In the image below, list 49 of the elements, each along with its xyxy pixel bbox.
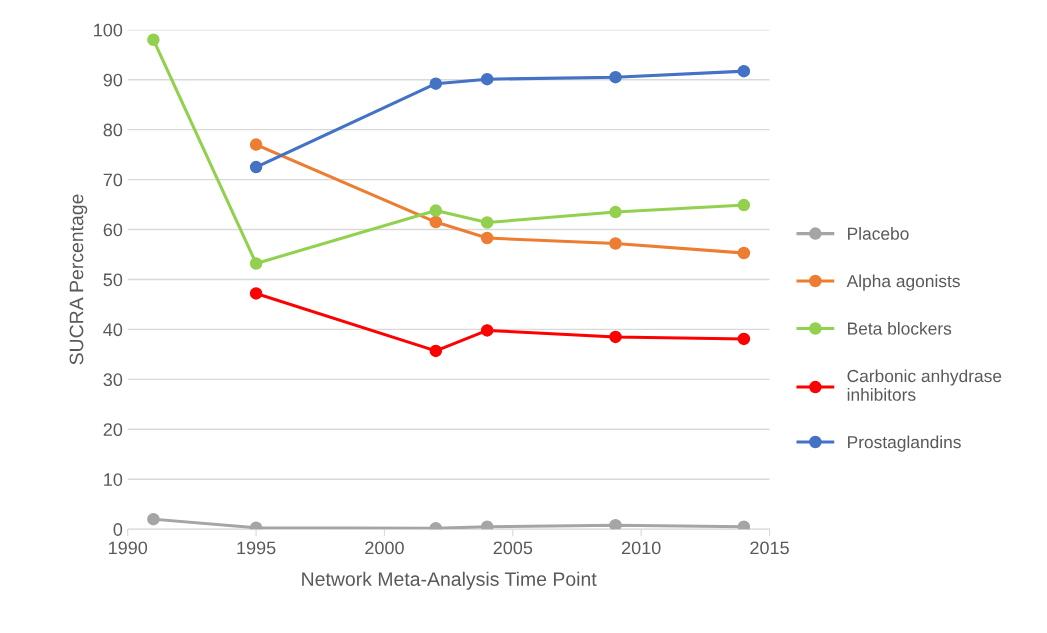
- point: [249, 160, 263, 174]
- point: [609, 330, 622, 344]
- x-tick-label: 2005: [493, 541, 533, 555]
- legend-label: Carbonic anhydrase inhibitors: [847, 369, 1002, 401]
- point: [737, 520, 751, 530]
- point: [737, 198, 751, 212]
- y-tick-label: 30: [103, 373, 123, 387]
- y-axis-title: SUCRA Percentage: [69, 194, 88, 365]
- y-tick-label: 50: [103, 273, 123, 287]
- y-tick-label: 60: [103, 223, 123, 237]
- point: [737, 246, 751, 260]
- point: [480, 324, 494, 337]
- legend-label: Beta blockers: [848, 321, 952, 335]
- x-tick-label: 1990: [109, 541, 148, 555]
- point: [609, 205, 622, 219]
- point: [249, 257, 263, 270]
- point: [737, 332, 751, 346]
- point: [480, 72, 494, 86]
- y-tick-label: 40: [103, 323, 123, 337]
- y-tick-label: 90: [103, 73, 123, 87]
- point: [147, 512, 160, 526]
- point: [480, 231, 494, 245]
- y-tick-label: 100: [94, 23, 123, 37]
- point: [429, 215, 443, 229]
- y-tick-label: 80: [103, 123, 123, 137]
- x-tick-label: 2000: [365, 541, 404, 555]
- point: [147, 33, 160, 46]
- point: [429, 77, 443, 90]
- x-tick-label: 2010: [622, 541, 661, 555]
- y-tick-label: 20: [103, 423, 123, 437]
- legend-label: Placebo: [848, 227, 909, 240]
- x-axis-title: Network Meta-Analysis Time Point: [302, 571, 597, 590]
- x-tick-label: 2015: [750, 541, 789, 555]
- point: [429, 344, 443, 358]
- point: [609, 518, 622, 530]
- point: [249, 138, 263, 151]
- point: [609, 70, 622, 84]
- point: [429, 204, 443, 217]
- y-tick-label: 0: [113, 523, 123, 536]
- point: [609, 237, 622, 250]
- x-tick-label: 1995: [237, 541, 276, 555]
- y-tick-label: 10: [104, 473, 123, 486]
- legend-label: Prostaglandins: [848, 435, 961, 452]
- point: [480, 216, 494, 229]
- point: [737, 64, 751, 78]
- point: [249, 287, 263, 300]
- y-tick-label: 70: [103, 173, 123, 187]
- legend-label: Alpha agonists: [846, 274, 960, 291]
- point: [480, 520, 494, 530]
